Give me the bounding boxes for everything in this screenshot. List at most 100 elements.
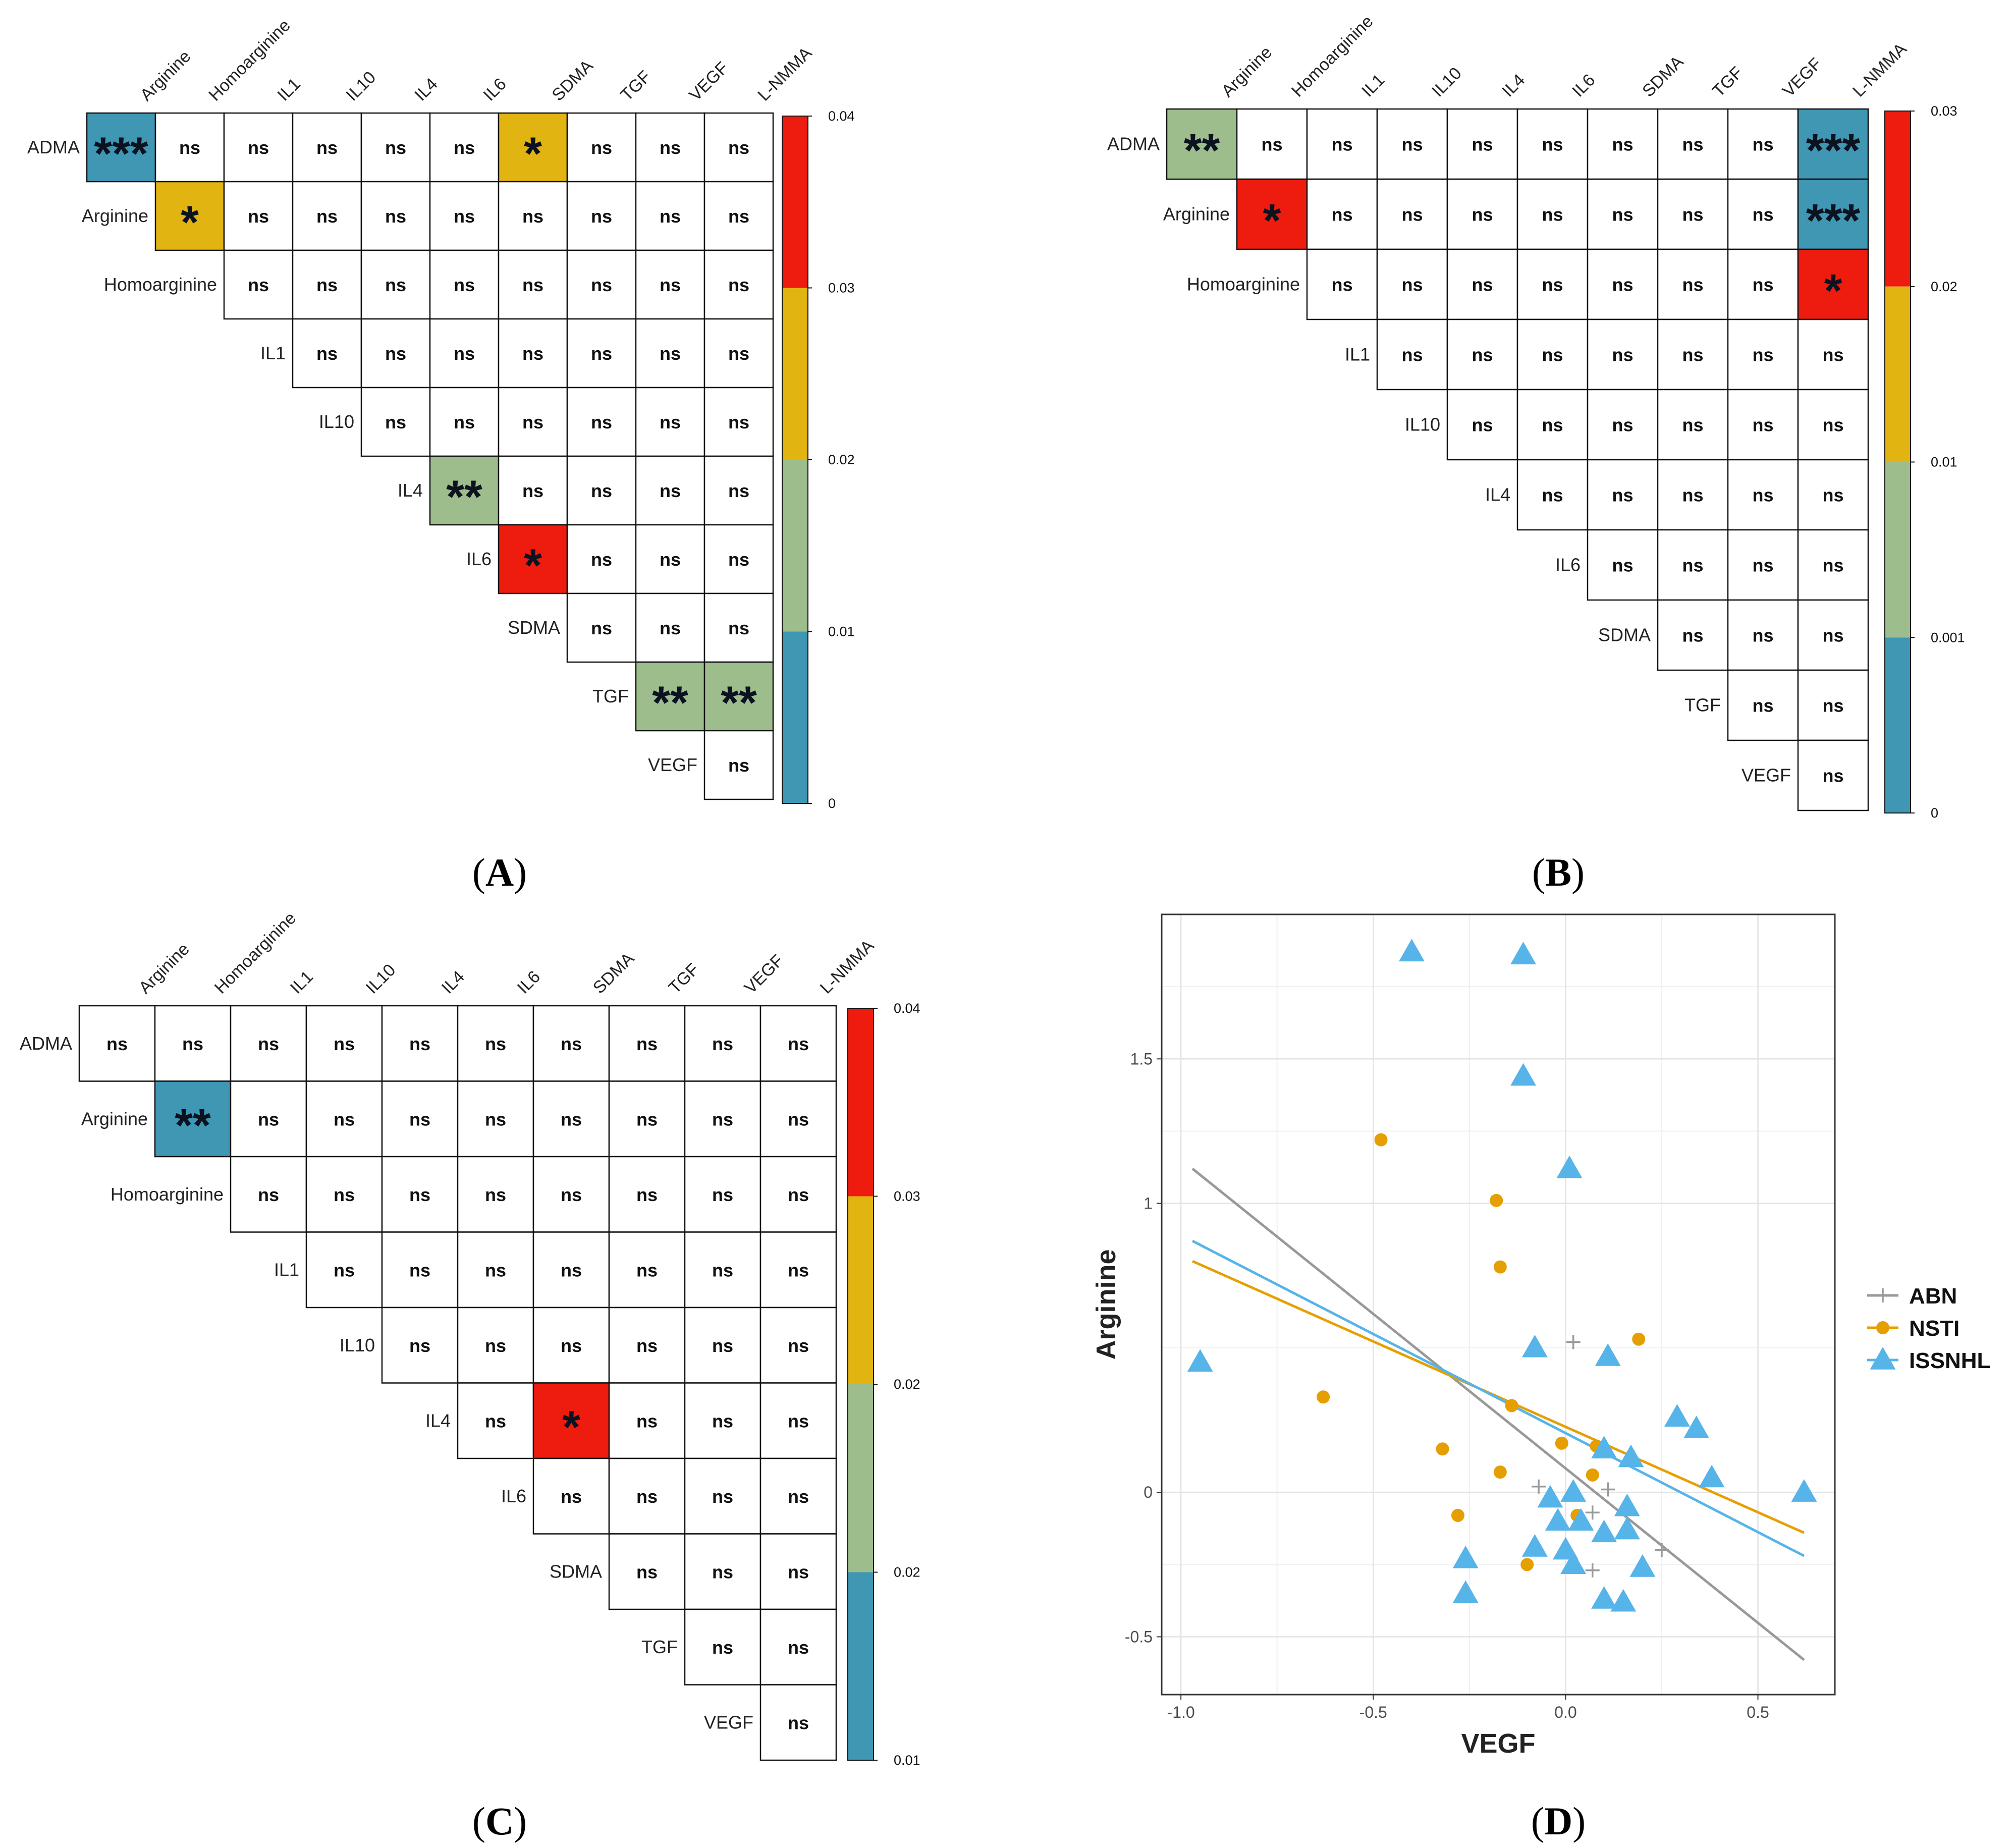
significance-stars: *** — [1806, 125, 1861, 177]
row-label: IL6 — [466, 549, 492, 569]
heatmap-cell — [703, 661, 774, 732]
data-point — [1629, 1554, 1656, 1577]
data-point — [1591, 1519, 1617, 1543]
significance-ns: ns — [712, 1561, 733, 1582]
significance-ns: ns — [316, 275, 338, 295]
heatmap-cell — [566, 112, 637, 183]
column-label: VEGF — [741, 951, 787, 997]
significance-ns: ns — [1682, 555, 1703, 576]
x-tick-label: -1.0 — [1167, 1703, 1195, 1721]
significance-ns: ns — [409, 1109, 430, 1129]
heatmap-cell — [86, 112, 156, 183]
colorbar-band — [1885, 286, 1911, 462]
heatmap-cell — [1516, 459, 1589, 531]
significance-ns: ns — [728, 343, 749, 364]
data-point — [1566, 1335, 1581, 1349]
grid — [1162, 914, 1835, 1695]
column-label: IL6 — [1568, 70, 1599, 100]
heatmap-cell — [759, 1533, 837, 1610]
heatmap-cell — [1797, 108, 1869, 180]
significance-ns: ns — [1752, 275, 1773, 295]
heatmap-cell — [532, 1005, 610, 1082]
row-label: IL1 — [274, 1259, 299, 1280]
panel-label-open: ( — [472, 850, 485, 894]
heatmap-cell — [1727, 599, 1799, 671]
data-point — [1521, 1534, 1548, 1557]
significance-ns: ns — [1542, 345, 1563, 365]
significance-ns: ns — [591, 275, 612, 295]
heatmap-cell — [635, 181, 705, 251]
legend-marker — [1876, 1288, 1890, 1302]
heatmap-cell — [1727, 459, 1799, 531]
heatmap-cell — [1446, 389, 1518, 461]
column-label: IL1 — [274, 74, 304, 104]
heatmap-cell — [1516, 178, 1589, 250]
significance-ns: ns — [591, 206, 612, 227]
significance-ns: ns — [1612, 555, 1633, 576]
significance-ns: ns — [636, 1260, 658, 1280]
significance-ns: ns — [1331, 204, 1352, 225]
data-point — [1555, 1436, 1568, 1450]
row-label: SDMA — [508, 617, 560, 638]
significance-ns: ns — [712, 1637, 733, 1658]
heatmap-cell — [684, 1307, 761, 1384]
significance-ns: ns — [1472, 415, 1493, 436]
heatmap-cell — [703, 730, 774, 800]
significance-ns: ns — [1822, 345, 1843, 365]
significance-ns: ns — [1682, 275, 1703, 295]
colorbar-band — [782, 460, 808, 632]
significance-ns: ns — [1612, 134, 1633, 155]
heatmap-cell — [1376, 318, 1448, 391]
heatmap-cell — [635, 661, 705, 732]
significance-ns: ns — [728, 618, 749, 638]
heatmap-row: SDMA ns ns ns — [1598, 599, 1869, 671]
significance-ns: ns — [485, 1184, 506, 1205]
column-label: Arginine — [135, 940, 193, 998]
significance-stars: ** — [1184, 125, 1220, 177]
heatmap-cell — [684, 1457, 761, 1535]
heatmap-cell — [703, 181, 774, 251]
heatmap-cell — [360, 249, 431, 320]
significance-ns: ns — [1331, 275, 1352, 295]
row-label: ADMA — [20, 1033, 72, 1054]
row-label: IL1 — [260, 343, 286, 363]
column-label: SDMA — [1639, 52, 1688, 101]
significance-ns: ns — [728, 412, 749, 432]
heatmap-cell — [759, 1156, 837, 1233]
heatmap-cell — [532, 1307, 610, 1384]
significance-ns: ns — [1472, 204, 1493, 225]
significance-ns: ns — [1752, 134, 1773, 155]
heatmap-cell — [292, 181, 362, 251]
colorbar-tick-label: 0.03 — [1931, 103, 1957, 119]
row-label: Homoarginine — [111, 1184, 224, 1205]
heatmap-cell — [635, 524, 705, 594]
legend-label: NSTI — [1909, 1316, 1960, 1341]
significance-ns: ns — [334, 1109, 355, 1129]
heatmap-cell — [154, 112, 225, 183]
significance-ns: ns — [1752, 204, 1773, 225]
heatmap-cell — [1587, 248, 1659, 320]
data-point — [1505, 1399, 1518, 1412]
scatter-panel-d: -1.0 -0.5 0.0 0.5 -0.5 0 1 1.5 VEGF Arginine ABN NS… — [1091, 913, 1990, 1843]
significance-ns: ns — [1752, 485, 1773, 506]
heatmap-cell — [1797, 599, 1869, 671]
data-point — [1560, 1479, 1587, 1502]
panel-label-letter: C — [485, 1799, 514, 1843]
colorbar: 0.04 0.03 0.02 0.01 0 — [782, 108, 855, 811]
colorbar-tick-label: 0.001 — [1931, 630, 1965, 645]
heatmap-cell — [360, 387, 431, 457]
data-point — [1493, 1465, 1507, 1479]
panel-label: (C) — [472, 1799, 527, 1843]
heatmap-cell — [635, 592, 705, 663]
significance-ns: ns — [636, 1184, 658, 1205]
heatmap-row: IL4 ns ns ns ns ns — [1485, 459, 1869, 531]
significance-ns: ns — [1682, 345, 1703, 365]
panel-label-letter: A — [485, 850, 514, 894]
data-point — [1556, 1155, 1583, 1178]
colorbar-tick-label: 0.04 — [828, 108, 855, 124]
column-label: IL10 — [1428, 64, 1465, 101]
significance-stars: * — [1263, 195, 1281, 247]
heatmap-cell — [230, 1080, 307, 1158]
significance-ns: ns — [728, 549, 749, 570]
heatmap-cell — [759, 1608, 837, 1686]
